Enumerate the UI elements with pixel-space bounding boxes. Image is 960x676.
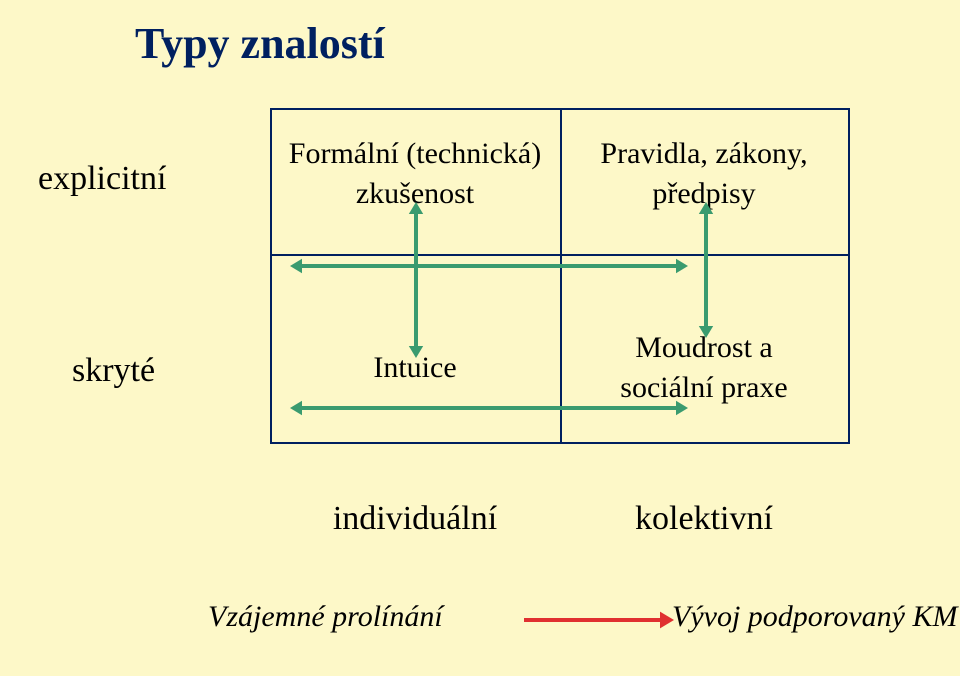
row-label-explicit: explicitní [38,160,166,198]
row-label-hidden: skryté [72,352,155,390]
table-border-bottom [270,442,848,444]
cell-top-left-line1: Formální (technická) [289,137,541,170]
table-border-top [270,108,848,110]
legend-right: Vývoj podporovaný KM [672,600,957,634]
page-title: Typy znalostí [135,18,385,69]
legend-arrow [524,600,678,640]
col-label-collective: kolektivní [554,500,854,538]
legend-left: Vzájemné prolínání [208,600,443,634]
arrow-vertical-right [686,202,726,338]
arrow-horizontal-top [290,246,688,286]
arrow-horizontal-bottom [290,388,688,428]
col-label-individual: individuální [265,500,565,538]
cell-top-right-line1: Pravidla, zákony, [600,137,807,170]
diagram-stage: Typy znalostí explicitní skryté individu… [0,0,960,676]
